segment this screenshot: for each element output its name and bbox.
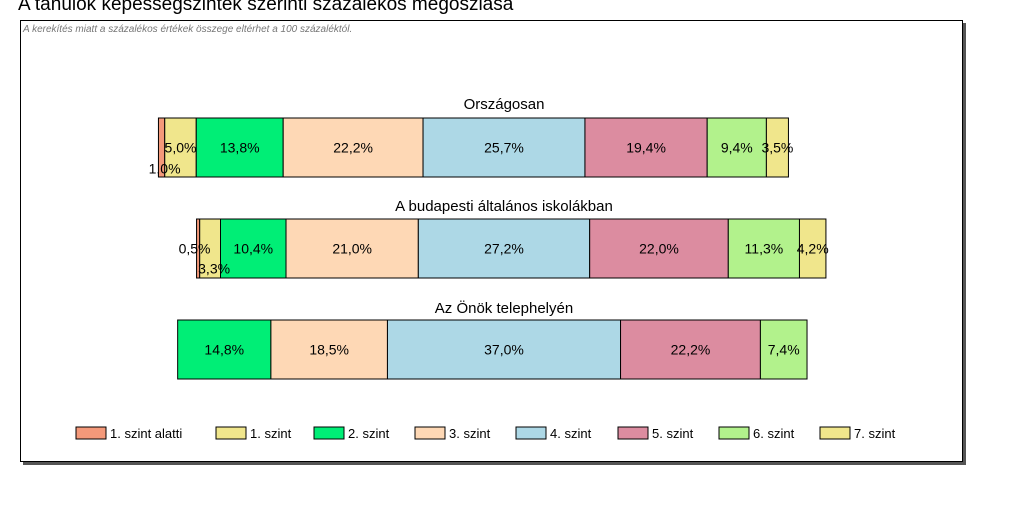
bar-segment — [765, 117, 789, 178]
legend-label: 5. szint — [652, 426, 694, 441]
data-label: 22,2% — [333, 140, 373, 156]
data-label: 18,5% — [309, 342, 349, 358]
bar-segment — [177, 319, 272, 380]
data-label: 7,4% — [768, 342, 800, 358]
data-label: 19,4% — [626, 140, 666, 156]
legend-item: 4. szint — [515, 426, 592, 441]
data-label: 3,5% — [761, 140, 793, 156]
bar-segment — [386, 319, 622, 380]
bar-segment — [620, 319, 761, 380]
legend-label: 4. szint — [550, 426, 592, 441]
bar-title: A budapesti általános iskolákban — [395, 198, 613, 215]
legend-label: 7. szint — [854, 426, 896, 441]
legend-label: 1. szint — [250, 426, 292, 441]
data-label: 9,4% — [721, 140, 753, 156]
legend-swatch — [819, 426, 851, 440]
data-label: 3,3% — [198, 261, 230, 277]
data-label: 25,7% — [484, 140, 524, 156]
legend-item: 2. szint — [313, 426, 390, 441]
bar-segment — [417, 218, 591, 279]
data-label: 4,2% — [797, 241, 829, 257]
data-label: 27,2% — [484, 241, 524, 257]
legend-item: 1. szint alatti — [75, 426, 182, 441]
page-title: A tanulók képességszintek szerinti száza… — [18, 0, 514, 15]
data-label: 22,0% — [639, 241, 679, 257]
data-label: 0,5% — [179, 241, 211, 257]
legend-label: 2. szint — [348, 426, 390, 441]
legend-item: 5. szint — [617, 426, 694, 441]
legend-item: 6. szint — [718, 426, 795, 441]
legend-label: 6. szint — [753, 426, 795, 441]
data-label: 10,4% — [233, 241, 273, 257]
bar-segment — [220, 218, 287, 279]
bar-title: Az Önök telephelyén — [435, 299, 573, 317]
legend-swatch — [313, 426, 345, 440]
data-label: 37,0% — [484, 342, 524, 358]
bar-segment — [195, 117, 284, 178]
bar-segment — [759, 319, 808, 380]
chart-note: A kerekítés miatt a százalékos értékek ö… — [23, 24, 353, 35]
legend-swatch — [515, 426, 547, 440]
legend-swatch — [414, 426, 446, 440]
bar-segment — [727, 218, 800, 279]
bar-segment — [706, 117, 767, 178]
legend-item: 1. szint — [215, 426, 292, 441]
bar-title: Országosan — [464, 96, 545, 113]
legend-item: 7. szint — [819, 426, 896, 441]
bar-segment — [589, 218, 729, 279]
data-label: 22,2% — [671, 342, 711, 358]
data-label: 13,8% — [220, 140, 260, 156]
legend-item: 3. szint — [414, 426, 491, 441]
legend-swatch — [718, 426, 750, 440]
data-label: 11,3% — [745, 241, 784, 257]
bar-segment — [164, 117, 197, 178]
bar-segment — [798, 218, 827, 279]
legend-label: 1. szint alatti — [110, 426, 182, 441]
bar-segment — [270, 319, 388, 380]
data-label: 5,0% — [165, 140, 197, 156]
legend-label: 3. szint — [449, 426, 491, 441]
data-label: 14,8% — [204, 342, 244, 358]
data-label: 1,0% — [149, 161, 181, 177]
legend-swatch — [215, 426, 247, 440]
legend-swatch — [75, 426, 107, 440]
legend-swatch — [617, 426, 649, 440]
data-label: 21,0% — [332, 241, 372, 257]
